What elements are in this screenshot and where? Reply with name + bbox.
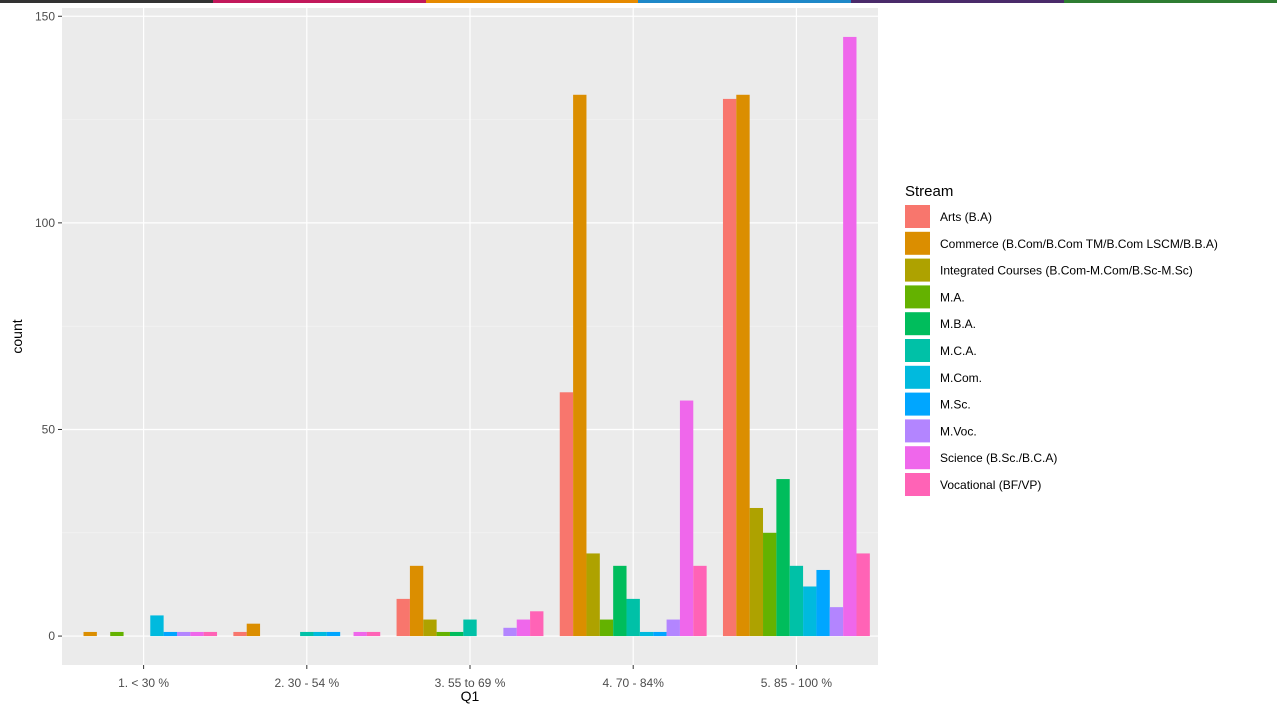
bar — [722, 98, 737, 637]
legend-label: M.C.A. — [940, 344, 977, 358]
bar — [313, 631, 327, 637]
bar — [763, 532, 777, 637]
x-tick-label: 4. 70 - 84% — [603, 676, 665, 690]
legend-label: M.A. — [940, 290, 965, 304]
y-tick-label: 0 — [48, 629, 55, 643]
bar — [353, 631, 367, 637]
bar — [423, 619, 437, 637]
bar — [693, 565, 707, 637]
legend-label: Vocational (BF/VP) — [940, 478, 1041, 492]
bar — [829, 607, 844, 637]
bar — [163, 631, 177, 637]
x-tick-label: 1. < 30 % — [118, 676, 169, 690]
legend-key — [905, 231, 930, 255]
bar — [463, 619, 477, 637]
bar — [530, 611, 544, 637]
legend-label: Commerce (B.Com/B.Com TM/B.Com LSCM/B.B.… — [940, 237, 1218, 251]
bar — [856, 553, 870, 637]
bar — [639, 631, 654, 637]
y-axis-title: count — [9, 319, 25, 353]
legend-label: Arts (B.A) — [940, 210, 992, 224]
bar — [150, 615, 164, 637]
bar — [789, 565, 804, 637]
bar — [666, 619, 680, 637]
bar — [516, 619, 531, 637]
legend-label: M.Com. — [940, 371, 982, 385]
bar — [776, 479, 790, 637]
x-axis-title: Q1 — [461, 688, 480, 704]
bar — [233, 631, 247, 637]
window-strip-segment — [0, 0, 213, 3]
bar — [366, 631, 381, 637]
bar — [573, 94, 587, 637]
bar — [679, 400, 694, 637]
legend-title: Stream — [905, 183, 953, 200]
bar — [599, 619, 614, 637]
legend-key — [905, 446, 930, 470]
legend-label: M.B.A. — [940, 317, 976, 331]
legend-key — [905, 339, 930, 362]
bar — [436, 631, 450, 637]
bar — [110, 631, 124, 637]
bar — [803, 586, 817, 637]
legend-key — [905, 312, 930, 336]
bar — [586, 553, 600, 637]
bar — [449, 631, 464, 637]
window-strip-segment — [1064, 0, 1277, 3]
y-tick-label: 100 — [35, 216, 55, 230]
legend-label: Science (B.Sc./B.C.A) — [940, 451, 1057, 465]
legend-label: M.Voc. — [940, 424, 977, 438]
bar — [176, 631, 191, 637]
legend-key — [905, 365, 930, 389]
bar — [816, 569, 830, 637]
bar — [559, 392, 574, 637]
bar — [396, 598, 410, 637]
x-tick-label: 3. 55 to 69 % — [435, 676, 506, 690]
bar — [503, 627, 517, 637]
x-tick-label: 2. 30 - 54 % — [274, 676, 339, 690]
window-strip-segment — [638, 0, 852, 3]
window-top-strip — [0, 0, 1277, 3]
legend-label: Integrated Courses (B.Com-M.Com/B.Sc-M.S… — [940, 264, 1193, 278]
bar — [326, 631, 341, 637]
window-strip-segment — [425, 0, 639, 3]
bar — [613, 565, 627, 637]
bar — [190, 631, 204, 637]
legend-key — [905, 473, 930, 496]
x-tick-label: 5. 85 - 100 % — [761, 676, 833, 690]
bar — [653, 631, 667, 637]
bar — [626, 598, 640, 637]
window-strip-segment — [212, 0, 426, 3]
bar — [736, 94, 750, 637]
y-tick-label: 150 — [35, 9, 55, 23]
bar — [203, 631, 218, 637]
bar — [246, 623, 261, 637]
y-tick-label: 50 — [42, 422, 56, 436]
window-strip-segment — [851, 0, 1065, 3]
legend-key — [905, 419, 930, 443]
bar — [300, 631, 314, 637]
legend-label: M.Sc. — [940, 398, 971, 412]
legend-key — [905, 392, 930, 416]
legend-key — [905, 258, 930, 282]
bar — [749, 507, 764, 637]
bar — [83, 631, 97, 637]
bar — [843, 36, 857, 637]
legend-key — [905, 205, 930, 228]
legend-key — [905, 285, 930, 309]
bar — [409, 565, 424, 637]
